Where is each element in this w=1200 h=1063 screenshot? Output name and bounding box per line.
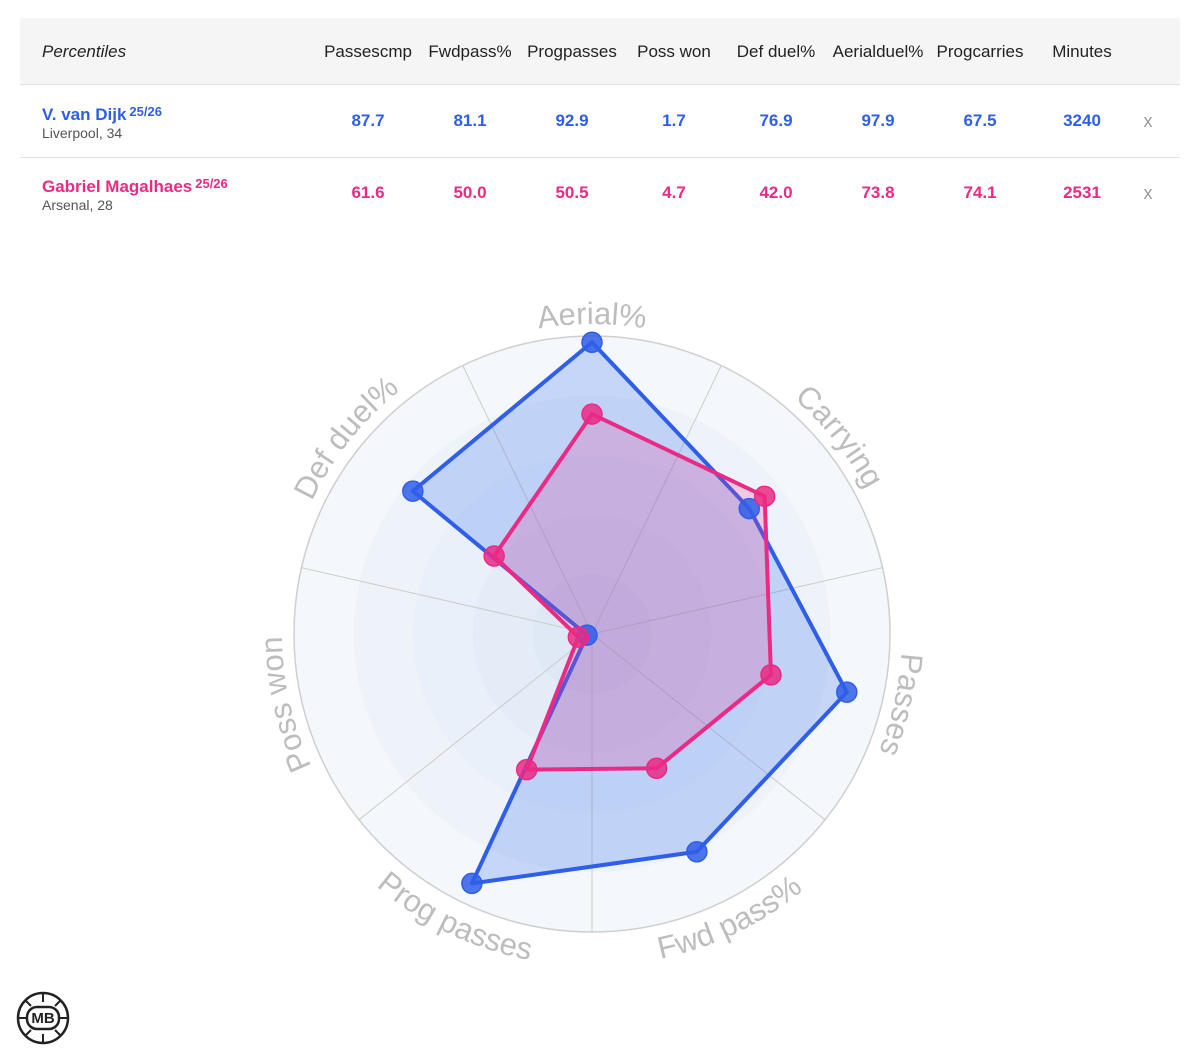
remove-player-button[interactable]: x — [1143, 110, 1153, 131]
stat-value: 42.0 — [759, 183, 793, 202]
data-point[interactable] — [402, 480, 424, 502]
player-club: Liverpool, 34 — [42, 124, 123, 141]
stat-value: 61.6 — [351, 183, 385, 202]
player-row-gabriel: Gabriel Magalhaes 25/26 Arsenal, 28 x 61.… — [20, 158, 1180, 228]
axis-label: Aerial% — [535, 296, 649, 335]
column-header[interactable]: Prog passes — [527, 41, 617, 61]
column-header[interactable]: Poss won — [637, 41, 711, 61]
data-point[interactable] — [581, 331, 603, 354]
series-area-1 — [492, 412, 773, 772]
data-point[interactable] — [753, 485, 776, 508]
stat-value: 4.7 — [662, 183, 686, 202]
data-point[interactable] — [567, 626, 590, 648]
logo-icon: MB — [16, 991, 70, 1045]
stat-value: 2531 — [1063, 183, 1101, 202]
column-header[interactable]: Passes cmp — [324, 41, 412, 61]
player-row-van-dijk: V. van Dijk 25/26 Liverpool, 34 x 87.7 81.… — [20, 85, 1180, 158]
player-season: 25/26 — [195, 175, 228, 191]
data-point[interactable] — [581, 403, 603, 425]
radar-spoke — [591, 365, 722, 635]
data-point[interactable] — [686, 840, 708, 863]
radar-spoke — [462, 365, 593, 635]
player-name: V. van Dijk — [42, 104, 127, 124]
radar-spoke — [591, 567, 883, 635]
column-header[interactable]: Aerial duel% — [832, 41, 924, 61]
stat-value: 3240 — [1063, 111, 1101, 130]
data-point[interactable] — [461, 872, 483, 895]
column-header[interactable]: Fwd pass% — [428, 41, 512, 61]
stat-value: 50.0 — [453, 183, 487, 202]
player-info: V. van Dijk 25/26 Liverpool, 34 — [42, 85, 342, 157]
stat-value: 87.7 — [351, 111, 385, 130]
radar-spoke — [358, 633, 593, 821]
stat-value: 1.7 — [662, 111, 686, 130]
player-club: Arsenal, 28 — [42, 196, 113, 213]
table-header: Percentiles Passes cmp Fwd pass% Prog passes P… — [20, 18, 1180, 85]
column-header[interactable]: Def duel% — [736, 41, 816, 61]
stat-value: 81.1 — [453, 111, 487, 130]
stat-value: 97.9 — [861, 111, 895, 130]
data-point[interactable] — [645, 757, 668, 779]
data-point[interactable] — [515, 758, 538, 781]
percentiles-table: Percentiles Passes cmp Fwd pass% Prog passes P… — [20, 18, 1180, 228]
stat-value: 76.9 — [759, 111, 793, 130]
stat-value: 67.5 — [963, 111, 997, 130]
player-info: Gabriel Magalhaes 25/26 Arsenal, 28 — [42, 158, 342, 228]
radar-spoke — [301, 567, 593, 635]
column-header[interactable]: Prog carries — [936, 41, 1024, 61]
data-point[interactable] — [836, 681, 858, 703]
stat-value: 74.1 — [963, 183, 997, 202]
data-point[interactable] — [738, 497, 761, 520]
mb-logo: MB — [15, 990, 71, 1051]
player-season: 25/26 — [129, 103, 162, 119]
stat-value: 50.5 — [555, 183, 589, 202]
logo-text: MB — [31, 1010, 54, 1027]
stat-value: 92.9 — [555, 111, 589, 130]
stat-value: 73.8 — [861, 183, 895, 202]
column-header[interactable]: Minutes — [1052, 41, 1112, 61]
remove-player-button[interactable]: x — [1143, 182, 1153, 203]
player-name: Gabriel Magalhaes — [42, 176, 193, 196]
table-title: Percentiles — [42, 41, 127, 61]
data-point[interactable] — [760, 664, 782, 686]
data-point[interactable] — [483, 545, 505, 567]
